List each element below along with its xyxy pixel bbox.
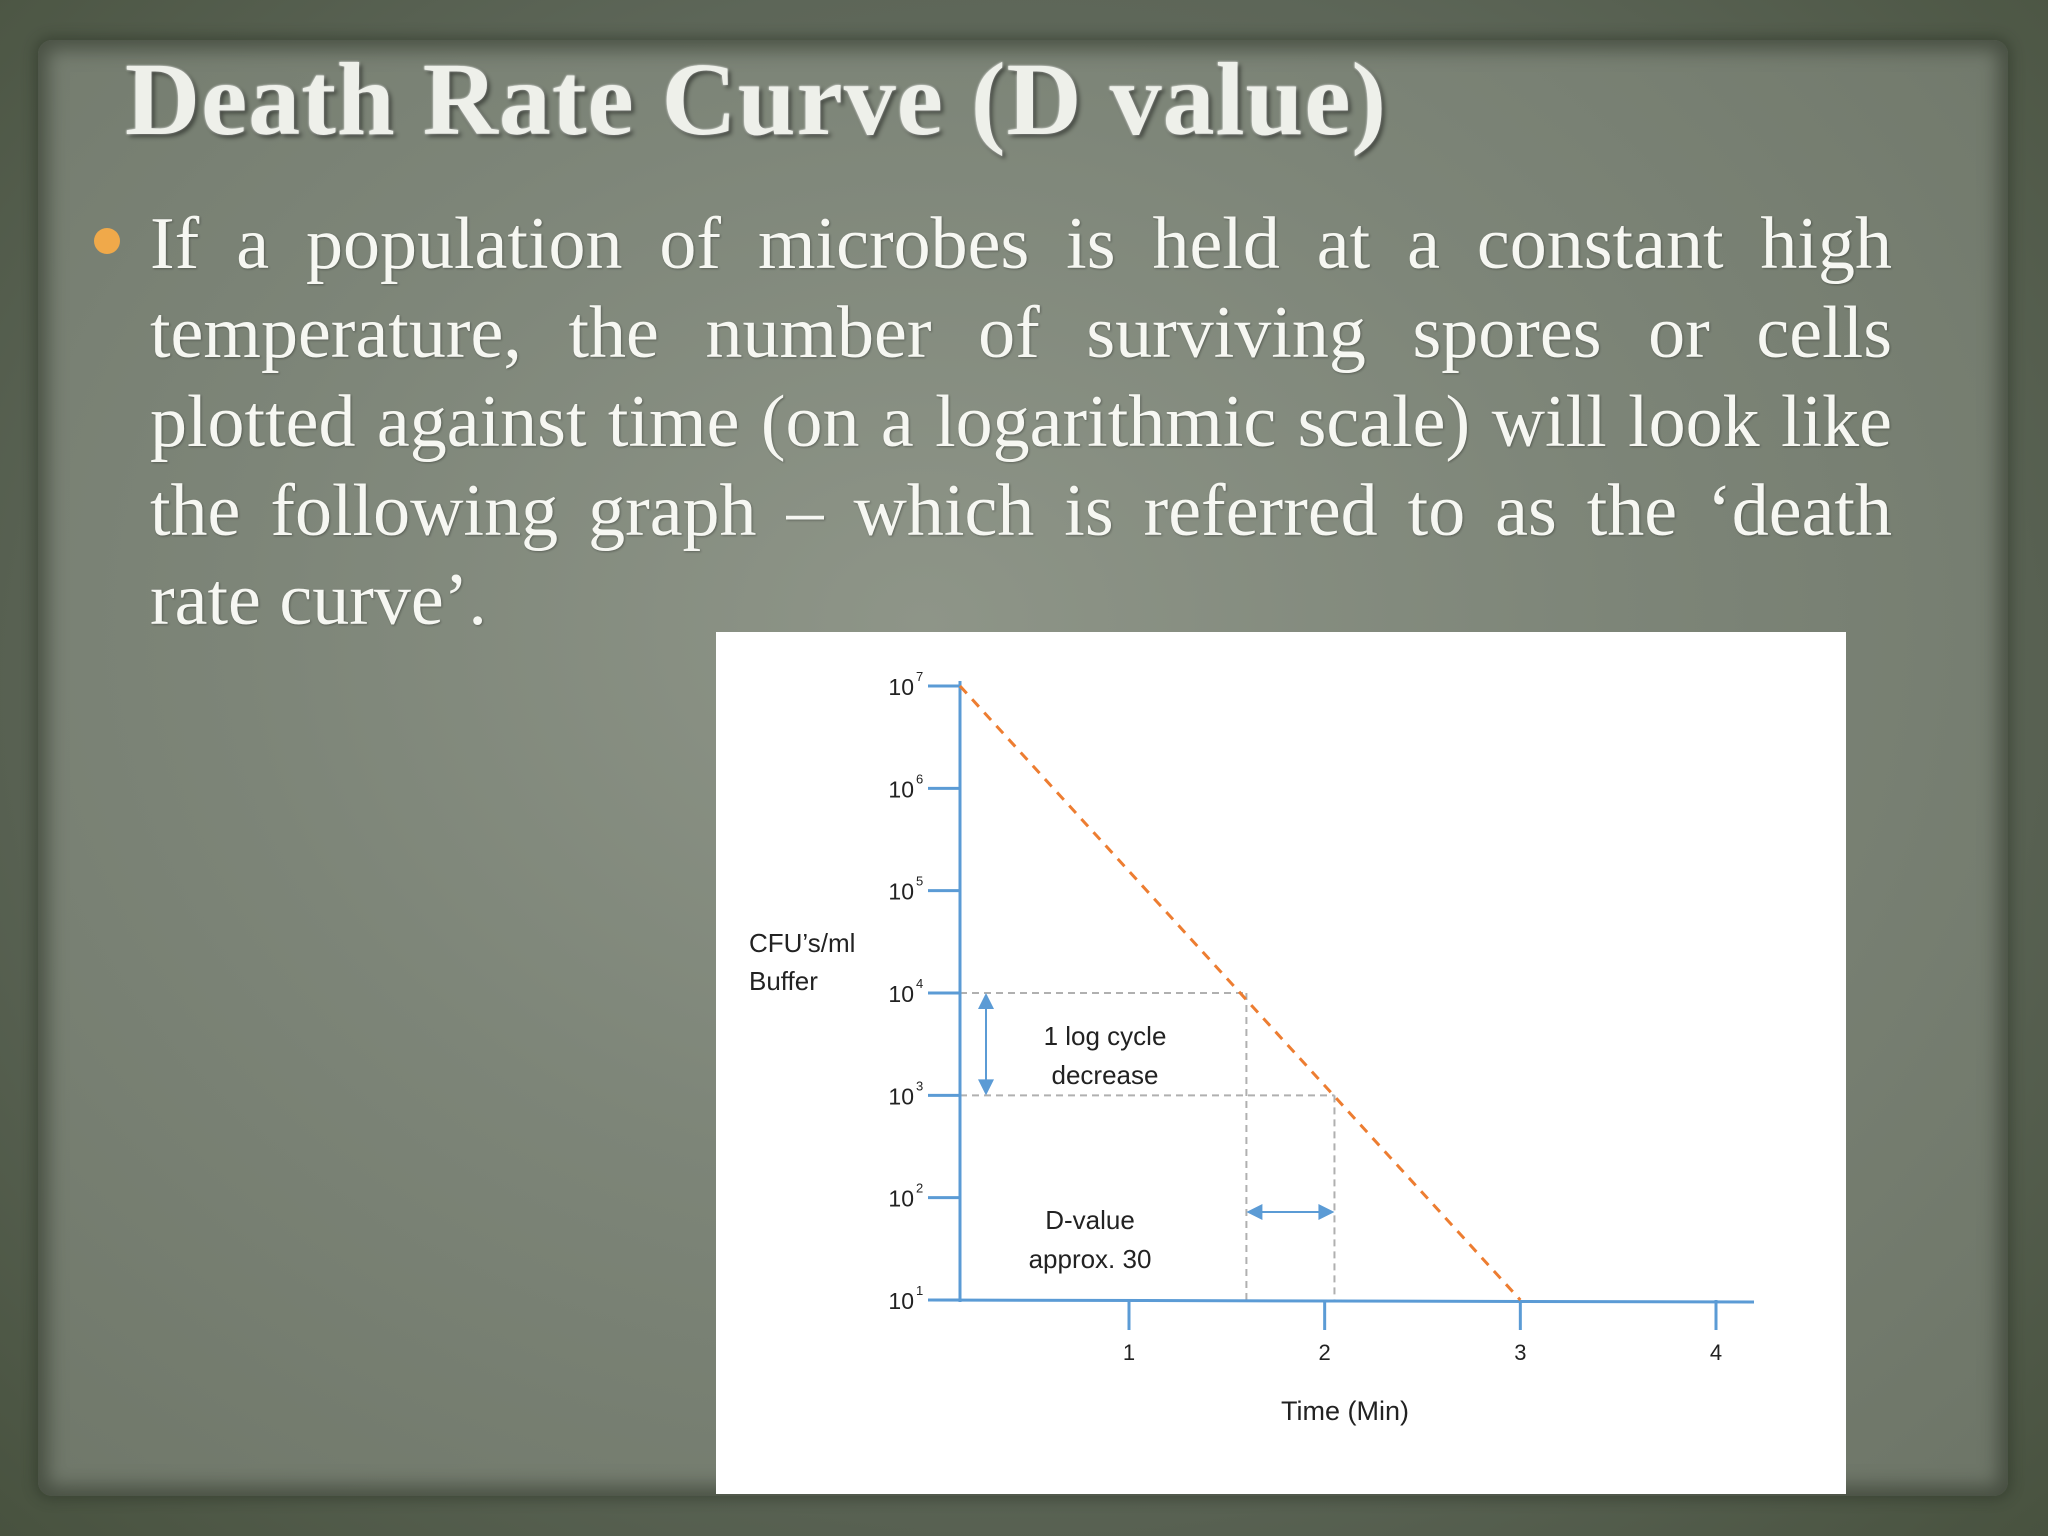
dvalue-label-line1: D-value (1045, 1205, 1135, 1235)
y-tick-label: 10 (888, 1083, 914, 1109)
log-cycle-arrow-down (978, 1079, 994, 1096)
x-tick-label: 1 (1123, 1340, 1135, 1365)
y-axis-label-line1: CFU’s/ml (749, 928, 855, 958)
x-axis-line (927, 1298, 1755, 1304)
x-tick-label: 3 (1514, 1340, 1526, 1365)
guide-lines (960, 992, 1336, 1300)
x-tick-label: 4 (1710, 1340, 1722, 1365)
death-curve-line (958, 684, 1522, 1302)
y-tick-label: 10 (888, 981, 914, 1007)
x-axis-label: Time (Min) (1281, 1396, 1409, 1426)
y-tick-label: 10 (888, 674, 914, 700)
y-tick-label: 10 (888, 879, 914, 905)
slide-title: Death Rate Curve (D value) (125, 42, 1388, 157)
log-cycle-arrow-up (978, 993, 994, 1009)
dvalue-arrow-left (1246, 1204, 1263, 1220)
y-tick-exponent: 3 (916, 1078, 923, 1093)
y-tick-exponent: 7 (916, 669, 923, 684)
y-tick-exponent: 2 (916, 1181, 923, 1196)
log-cycle-label-line1: 1 log cycle (1044, 1021, 1167, 1051)
dvalue-arrow-right (1318, 1204, 1335, 1220)
bullet-text: If a population of microbes is held at a… (150, 203, 1892, 641)
x-ticks: 1 2 3 4 (1123, 1300, 1722, 1365)
annotation-arrows (978, 993, 1335, 1220)
log-cycle-label-line2: decrease (1052, 1060, 1159, 1090)
curve-group (958, 684, 1522, 1302)
y-tick-label: 10 (888, 1288, 914, 1314)
y-tick-exponent: 5 (916, 874, 923, 889)
y-tick-exponent: 4 (916, 976, 923, 991)
y-axis-label-line2: Buffer (749, 966, 818, 996)
bullet-dot-icon (94, 228, 120, 254)
dvalue-label-line2: approx. 30 (1029, 1244, 1152, 1274)
y-tick-label: 10 (888, 1186, 914, 1212)
y-tick-label: 10 (888, 776, 914, 802)
y-tick-exponent: 6 (916, 771, 923, 786)
x-tick-label: 2 (1319, 1340, 1331, 1365)
y-tick-exponent: 1 (916, 1283, 923, 1298)
